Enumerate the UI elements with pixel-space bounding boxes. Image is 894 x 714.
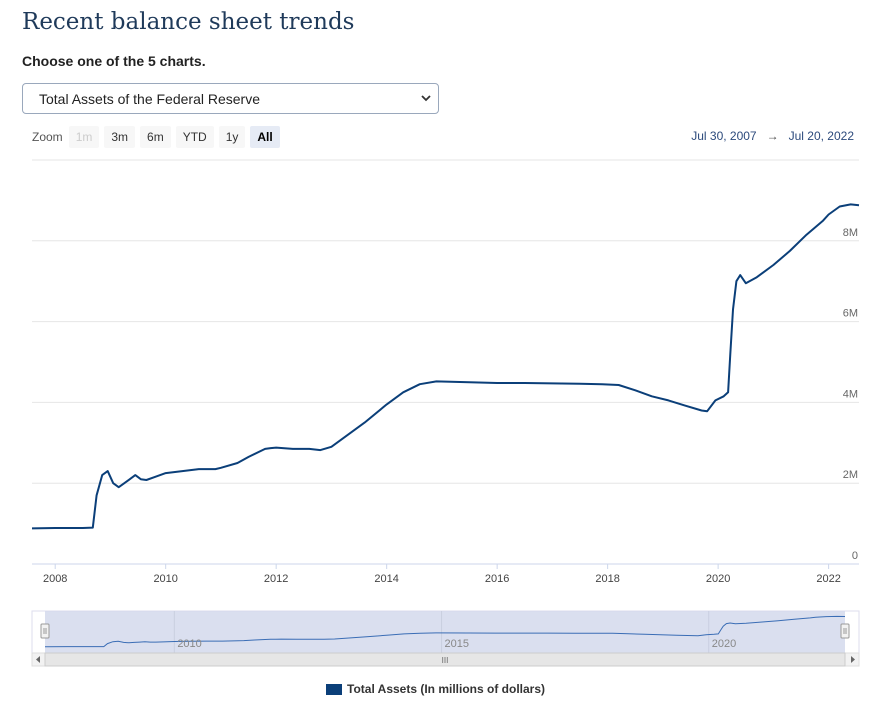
scrollbar-thumb[interactable]: [44, 652, 846, 667]
navigator-right-handle[interactable]: [840, 623, 850, 639]
x-tick-label: 2012: [264, 573, 288, 585]
navigator-selection[interactable]: [45, 611, 845, 653]
x-tick-label: 2020: [706, 573, 730, 585]
chart-select-value: Total Assets of the Federal Reserve: [39, 90, 260, 107]
x-tick-label: 2016: [485, 573, 509, 585]
x-tick-label: 2018: [595, 573, 619, 585]
navigator-year-label: 2010: [177, 638, 201, 650]
navigator-grid: [173, 611, 710, 653]
x-tick-label: 2022: [816, 573, 840, 585]
y-tick-label: 0: [852, 550, 858, 562]
arrow-right-icon: →: [766, 129, 779, 143]
x-axis-ticks: 2008 2010 2012 2014 2016 2018 2020 2022: [43, 564, 841, 585]
zoom-6m-button[interactable]: 6m: [140, 126, 171, 148]
chevron-down-icon: [421, 95, 431, 102]
zoom-1y-button[interactable]: 1y: [218, 126, 246, 148]
page-title: Recent balance sheet trends: [22, 9, 355, 35]
navigator-labels: 2010 2015 2020: [177, 638, 736, 650]
x-tick-label: 2008: [43, 573, 67, 585]
navigator-series-line: [44, 615, 846, 648]
chart-chooser-label: Choose one of the 5 charts.: [22, 53, 206, 69]
navigator-year-label: 2015: [445, 638, 469, 650]
legend[interactable]: Total Assets (In millions of dollars): [326, 682, 545, 696]
scroll-left-arrow-icon[interactable]: [36, 656, 40, 663]
range-from-input[interactable]: Jul 30, 2007: [691, 129, 757, 143]
series-line-total-assets: [31, 203, 860, 530]
y-tick-label: 4M: [843, 388, 858, 400]
y-axis-ticks: 0 2M 4M 6M 8M: [843, 227, 858, 562]
legend-swatch: [326, 683, 342, 695]
zoom-all-button[interactable]: All: [250, 126, 280, 148]
navigator-year-label: 2020: [712, 638, 736, 650]
y-tick-label: 8M: [843, 227, 858, 239]
x-tick-label: 2014: [374, 573, 398, 585]
zoom-1m-button[interactable]: 1m: [68, 126, 100, 148]
scroll-right-arrow-icon[interactable]: [851, 656, 855, 663]
navigator-scrollbar[interactable]: III: [31, 652, 860, 667]
navigator-left-handle[interactable]: [40, 623, 50, 639]
y-tick-label: 2M: [843, 469, 858, 481]
navigator[interactable]: 2010 2015 2020: [31, 610, 860, 654]
zoom-3m-button[interactable]: 3m: [104, 126, 136, 148]
zoom-ytd-button[interactable]: YTD: [175, 126, 214, 148]
zoom-controls: Zoom 1m 3m 6m YTD 1y All: [32, 126, 285, 148]
y-tick-label: 6M: [843, 308, 858, 320]
zoom-label: Zoom: [32, 130, 63, 144]
grid-lines: [32, 159, 859, 565]
chart-select[interactable]: Total Assets of the Federal Reserve: [22, 83, 439, 114]
range-to-input[interactable]: Jul 20, 2022: [788, 129, 854, 143]
date-range: Jul 30, 2007 → Jul 20, 2022: [691, 129, 854, 143]
scrollbar-grip: III: [442, 656, 449, 665]
legend-label: Total Assets (In millions of dollars): [347, 682, 546, 696]
x-tick-label: 2010: [153, 573, 177, 585]
